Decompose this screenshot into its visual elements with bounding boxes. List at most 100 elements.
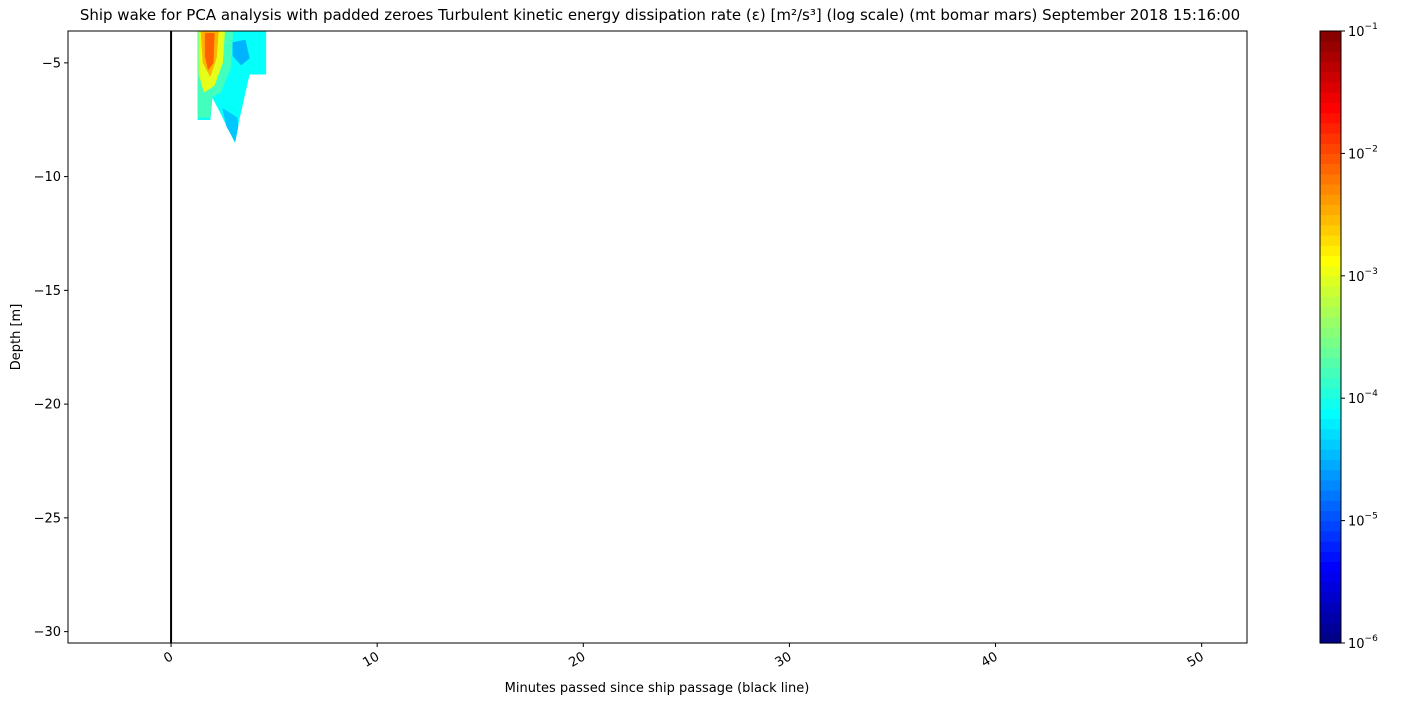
colorbar-band	[1320, 490, 1341, 501]
colorbar-tick-label: 10−4	[1348, 389, 1378, 407]
colorbar-band	[1320, 632, 1341, 644]
colorbar-band	[1320, 602, 1341, 613]
colorbar-frame	[1319, 30, 1342, 644]
colorbar-band	[1320, 551, 1341, 562]
colorbar-band	[1320, 541, 1341, 552]
colorbar-band	[1320, 510, 1341, 522]
colorbar-band	[1320, 112, 1341, 124]
colorbar-band	[1320, 184, 1341, 195]
colorbar-tick-exponent: −5	[1365, 512, 1378, 522]
colorbar-band	[1320, 367, 1341, 379]
colorbar-band	[1320, 163, 1341, 175]
x-tick-label: 50	[1185, 649, 1207, 670]
colorbar-band	[1320, 388, 1341, 399]
colorbar-band	[1320, 520, 1341, 532]
x-tick-label: 20	[566, 649, 588, 670]
colorbar-band	[1320, 82, 1341, 93]
colorbar-band	[1320, 41, 1341, 52]
colorbar-tick-exponent: −4	[1365, 389, 1379, 399]
chart-title: Ship wake for PCA analysis with padded z…	[80, 6, 1240, 24]
colorbar-band	[1320, 245, 1341, 256]
colorbar-tick-exponent: −1	[1365, 22, 1378, 32]
colorbar-band	[1320, 133, 1341, 144]
colorbar-band	[1320, 357, 1341, 369]
colorbar-tick-exponent: −6	[1365, 634, 1379, 644]
colorbar-band	[1320, 418, 1341, 430]
colorbar-band	[1320, 122, 1341, 134]
y-tick-label: −25	[34, 511, 61, 526]
colorbar-band	[1320, 102, 1341, 114]
x-tick-label: 30	[773, 649, 795, 670]
colorbar-band	[1320, 306, 1341, 318]
plot-frame	[67, 30, 1248, 644]
colorbar-band	[1320, 449, 1341, 460]
x-tick-label: 0	[161, 649, 176, 666]
colorbar-band	[1320, 143, 1341, 154]
colorbar-band	[1320, 326, 1341, 338]
y-axis-label: Depth [m]	[9, 304, 24, 371]
colorbar-band	[1320, 214, 1341, 226]
colorbar-band	[1320, 316, 1341, 328]
plot-background	[68, 31, 1247, 643]
colorbar-band	[1320, 347, 1341, 358]
colorbar-band	[1320, 337, 1341, 348]
colorbar-tick-label: 10−2	[1348, 144, 1378, 162]
colorbar-band	[1320, 265, 1341, 277]
y-tick-label: −20	[34, 398, 61, 413]
colorbar-band	[1320, 296, 1341, 307]
colorbar-band	[1320, 61, 1341, 73]
colorbar-band	[1320, 377, 1341, 389]
colorbar-band	[1320, 286, 1341, 297]
colorbar-band	[1320, 153, 1341, 165]
colorbar-band	[1320, 459, 1341, 471]
colorbar-band	[1320, 408, 1341, 420]
y-axis-ticks: −5 −10 −15 −20 −25 −30	[34, 56, 68, 640]
x-tick-label: 40	[979, 649, 1001, 670]
colorbar-band	[1320, 479, 1341, 491]
colorbar-tick-label: 10−6	[1348, 634, 1378, 652]
y-tick-label: −10	[34, 170, 61, 185]
plot-area	[67, 30, 1248, 644]
colorbar-band	[1320, 500, 1341, 511]
colorbar-band	[1320, 224, 1341, 236]
colorbar-tick-label: 10−5	[1348, 512, 1378, 530]
data-patch-1	[222, 107, 239, 143]
colorbar-band	[1320, 71, 1341, 83]
y-tick-label: −30	[34, 625, 61, 640]
y-tick-label: −15	[34, 284, 61, 299]
x-axis-ticks: 0 10 20 30 40 50	[161, 643, 1207, 671]
colorbar-band	[1320, 173, 1341, 185]
colorbar-band	[1320, 204, 1341, 216]
colorbar-band	[1320, 439, 1341, 450]
colorbar-band	[1320, 571, 1341, 583]
colorbar-band	[1320, 612, 1341, 624]
colorbar-ticks: 10−6 10−5 10−4 10−3 10−2 10−1	[1341, 22, 1378, 652]
colorbar-band	[1320, 469, 1341, 481]
colorbar-tick-label: 10−3	[1348, 267, 1378, 285]
data-patch-6	[204, 33, 215, 71]
colorbar-band	[1320, 194, 1341, 205]
colorbar-band	[1320, 51, 1341, 63]
data-patches	[197, 31, 267, 144]
colorbar-band	[1320, 622, 1341, 634]
colorbar-band	[1320, 92, 1341, 103]
y-tick-label: −5	[42, 56, 61, 71]
colorbar-tick-exponent: −3	[1365, 267, 1378, 277]
colorbar-band	[1320, 581, 1341, 593]
colorbar-band	[1320, 31, 1341, 42]
colorbar-band	[1320, 592, 1341, 603]
colorbar-tick-exponent: −2	[1365, 144, 1378, 154]
colorbar-band	[1320, 530, 1341, 542]
colorbar-band	[1320, 275, 1341, 287]
x-tick-label: 10	[360, 649, 382, 670]
data-patch-2	[232, 39, 250, 66]
colorbar-bands	[1320, 31, 1341, 644]
colorbar-band	[1320, 398, 1341, 409]
x-axis-label: Minutes passed since ship passage (black…	[505, 681, 810, 696]
colorbar-band	[1320, 561, 1341, 573]
colorbar: 10−6 10−5 10−4 10−3 10−2 10−1	[1319, 22, 1378, 652]
colorbar-band	[1320, 235, 1341, 246]
colorbar-band	[1320, 428, 1341, 440]
